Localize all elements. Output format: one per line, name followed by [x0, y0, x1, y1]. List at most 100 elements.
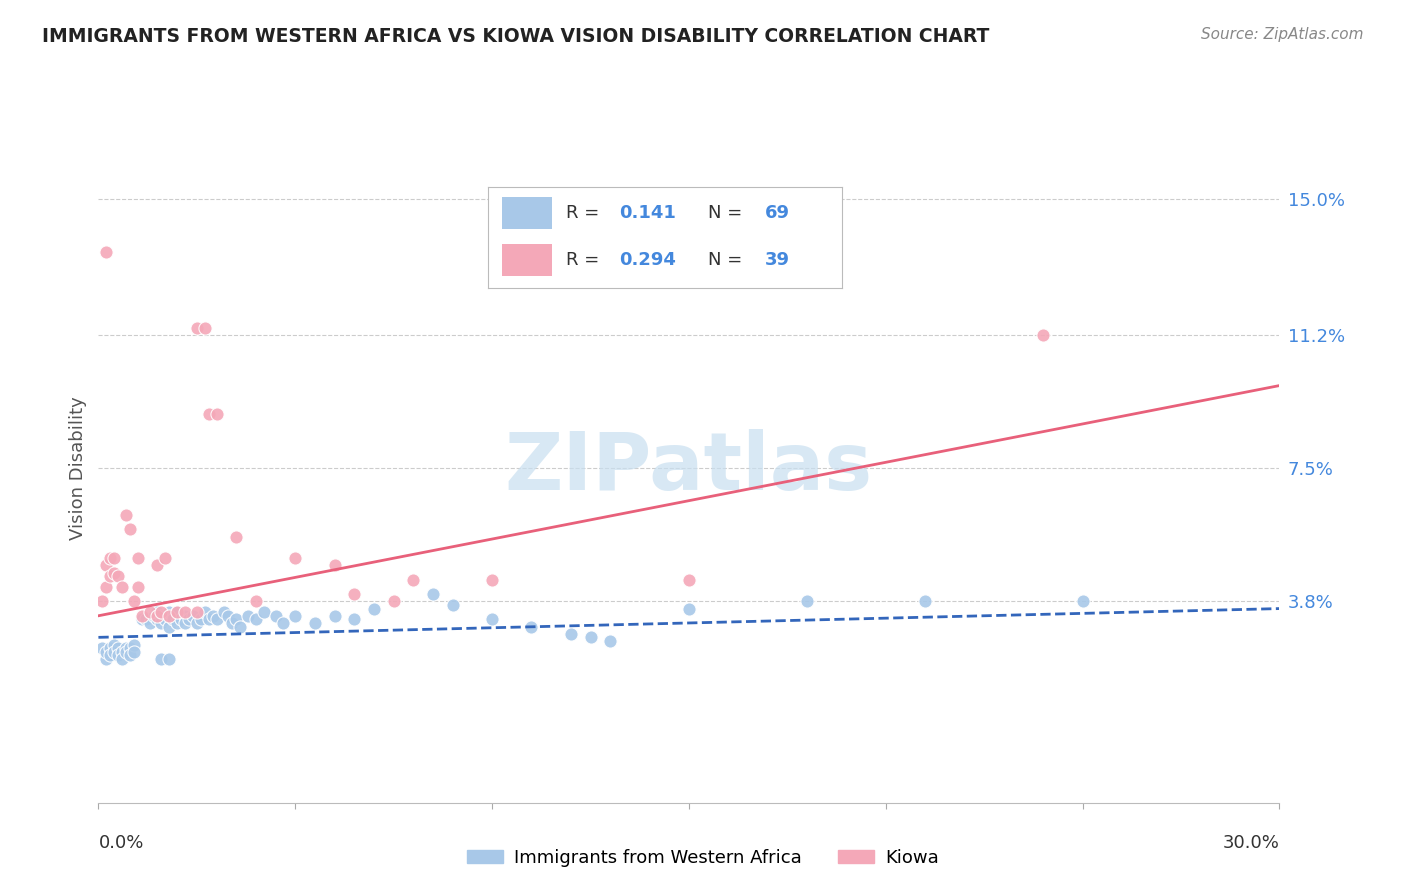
Point — [122, 594, 145, 608]
Point — [142, 608, 165, 623]
Point — [135, 612, 157, 626]
Point — [190, 612, 212, 626]
Point — [221, 615, 243, 630]
Point — [96, 245, 118, 260]
Point — [236, 608, 259, 623]
Text: 30.0%: 30.0% — [1223, 834, 1279, 852]
Point — [107, 641, 129, 656]
Point — [422, 587, 444, 601]
Point — [131, 612, 153, 626]
Point — [343, 587, 366, 601]
Y-axis label: Vision Disability: Vision Disability — [69, 396, 87, 541]
Point — [146, 605, 169, 619]
Point — [481, 573, 503, 587]
Point — [253, 605, 276, 619]
Point — [678, 573, 700, 587]
Point — [122, 645, 145, 659]
Point — [343, 612, 366, 626]
Point — [155, 612, 177, 626]
Point — [304, 615, 326, 630]
Point — [599, 634, 621, 648]
Point — [103, 645, 125, 659]
Point — [560, 626, 582, 640]
Point — [194, 321, 217, 335]
Point — [284, 608, 307, 623]
Point — [382, 594, 405, 608]
Point — [157, 608, 180, 623]
Point — [229, 619, 252, 633]
Point — [245, 594, 267, 608]
Point — [402, 573, 425, 587]
Point — [150, 652, 173, 666]
Point — [115, 645, 138, 659]
Point — [579, 631, 602, 645]
Point — [111, 645, 134, 659]
Point — [103, 638, 125, 652]
Point — [146, 608, 169, 623]
Point — [91, 641, 114, 656]
Text: IMMIGRANTS FROM WESTERN AFRICA VS KIOWA VISION DISABILITY CORRELATION CHART: IMMIGRANTS FROM WESTERN AFRICA VS KIOWA … — [42, 27, 990, 45]
Point — [103, 566, 125, 580]
Point — [264, 608, 287, 623]
Point — [96, 580, 118, 594]
Point — [181, 608, 204, 623]
Point — [162, 612, 184, 626]
Point — [273, 615, 295, 630]
Point — [174, 605, 197, 619]
Point — [146, 612, 169, 626]
Point — [155, 551, 177, 566]
Point — [115, 641, 138, 656]
Point — [170, 612, 193, 626]
Point — [150, 608, 173, 623]
Point — [96, 652, 118, 666]
Point — [96, 645, 118, 659]
Point — [323, 558, 346, 573]
Point — [98, 551, 121, 566]
Point — [150, 605, 173, 619]
Point — [107, 648, 129, 663]
Point — [197, 408, 219, 422]
Point — [796, 594, 818, 608]
Point — [186, 321, 208, 335]
Point — [111, 580, 134, 594]
Point — [122, 638, 145, 652]
Point — [138, 615, 160, 630]
Point — [225, 612, 247, 626]
Point — [166, 615, 188, 630]
Text: ZIPatlas: ZIPatlas — [505, 429, 873, 508]
Point — [157, 605, 180, 619]
Point — [214, 605, 236, 619]
Text: Source: ZipAtlas.com: Source: ZipAtlas.com — [1201, 27, 1364, 42]
Point — [166, 605, 188, 619]
Point — [115, 508, 138, 522]
Point — [118, 648, 141, 663]
Point — [131, 608, 153, 623]
Point — [127, 551, 149, 566]
Point — [103, 551, 125, 566]
Point — [205, 408, 228, 422]
Point — [441, 598, 464, 612]
Point — [1071, 594, 1094, 608]
Point — [146, 558, 169, 573]
Point — [107, 569, 129, 583]
Point — [1032, 328, 1054, 343]
Point — [481, 612, 503, 626]
Point — [245, 612, 267, 626]
Point — [520, 619, 543, 633]
Point — [118, 641, 141, 656]
Point — [138, 605, 160, 619]
Point — [197, 612, 219, 626]
Point — [118, 523, 141, 537]
Point — [127, 580, 149, 594]
Point — [914, 594, 936, 608]
Point — [98, 648, 121, 663]
Point — [225, 530, 247, 544]
Point — [323, 608, 346, 623]
Point — [174, 615, 197, 630]
Point — [363, 601, 385, 615]
Point — [217, 608, 239, 623]
Point — [201, 608, 224, 623]
Point — [205, 612, 228, 626]
Point — [111, 652, 134, 666]
Point — [150, 615, 173, 630]
